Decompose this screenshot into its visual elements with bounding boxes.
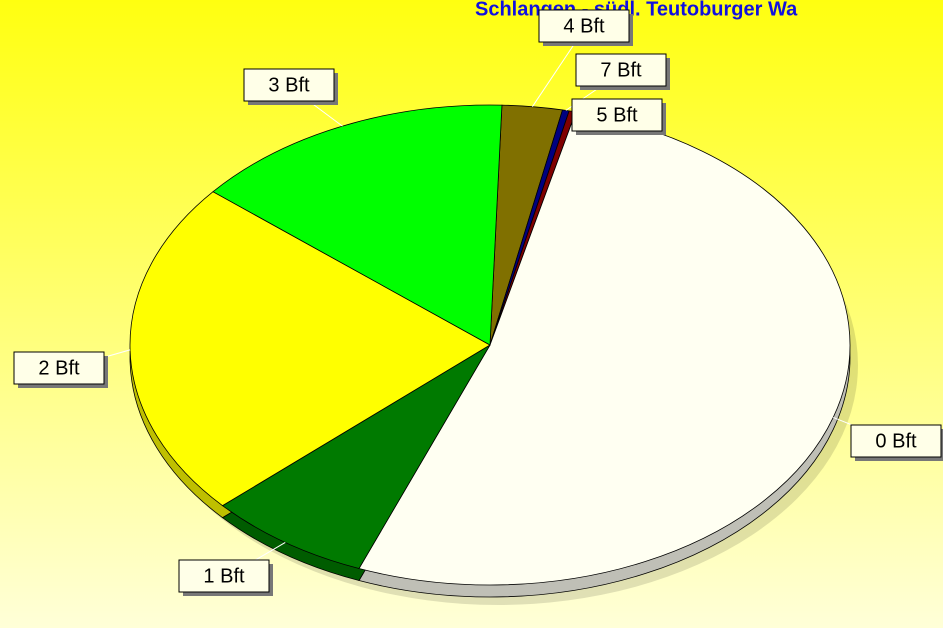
slice-label: 2 Bft bbox=[38, 357, 80, 379]
slice-label: 4 Bft bbox=[563, 15, 605, 37]
label-box bbox=[575, 53, 667, 87]
label-box bbox=[850, 424, 942, 458]
slice-label: 1 Bft bbox=[203, 565, 245, 587]
label-box bbox=[178, 559, 270, 593]
label-box bbox=[13, 351, 105, 385]
labels: 4 Bft 7 Bft 5 Bft 0 Bft 1 Bft 2 Bft 3 Bft bbox=[13, 9, 943, 596]
slice bbox=[358, 111, 851, 586]
label-box bbox=[571, 98, 663, 132]
chart-title: Schlangen - südl. Teutoburger Wa bbox=[475, 0, 798, 20]
slice-label: 3 Bft bbox=[268, 74, 310, 96]
slice bbox=[212, 104, 503, 346]
slice bbox=[221, 344, 491, 570]
slice-label: 7 Bft bbox=[600, 59, 642, 81]
slice-label: 0 Bft bbox=[875, 430, 917, 452]
label-box bbox=[243, 68, 335, 102]
label-box bbox=[538, 9, 630, 43]
slice bbox=[129, 191, 491, 507]
slice-label: 5 Bft bbox=[596, 104, 638, 126]
pie bbox=[129, 104, 858, 605]
